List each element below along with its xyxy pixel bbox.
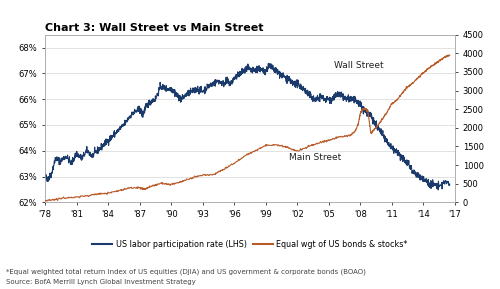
Text: Main Street: Main Street: [289, 153, 341, 162]
Text: Chart 3: Wall Street vs Main Street: Chart 3: Wall Street vs Main Street: [45, 23, 264, 33]
Legend: US labor participation rate (LHS), Equal wgt of US bonds & stocks*: US labor participation rate (LHS), Equal…: [89, 236, 411, 252]
Text: Source: BofA Merrill Lynch Global Investment Strategy: Source: BofA Merrill Lynch Global Invest…: [6, 279, 196, 285]
Text: Wall Street: Wall Street: [334, 61, 384, 70]
Text: *Equal weighted total return index of US equities (DJIA) and US government & cor: *Equal weighted total return index of US…: [6, 268, 366, 275]
